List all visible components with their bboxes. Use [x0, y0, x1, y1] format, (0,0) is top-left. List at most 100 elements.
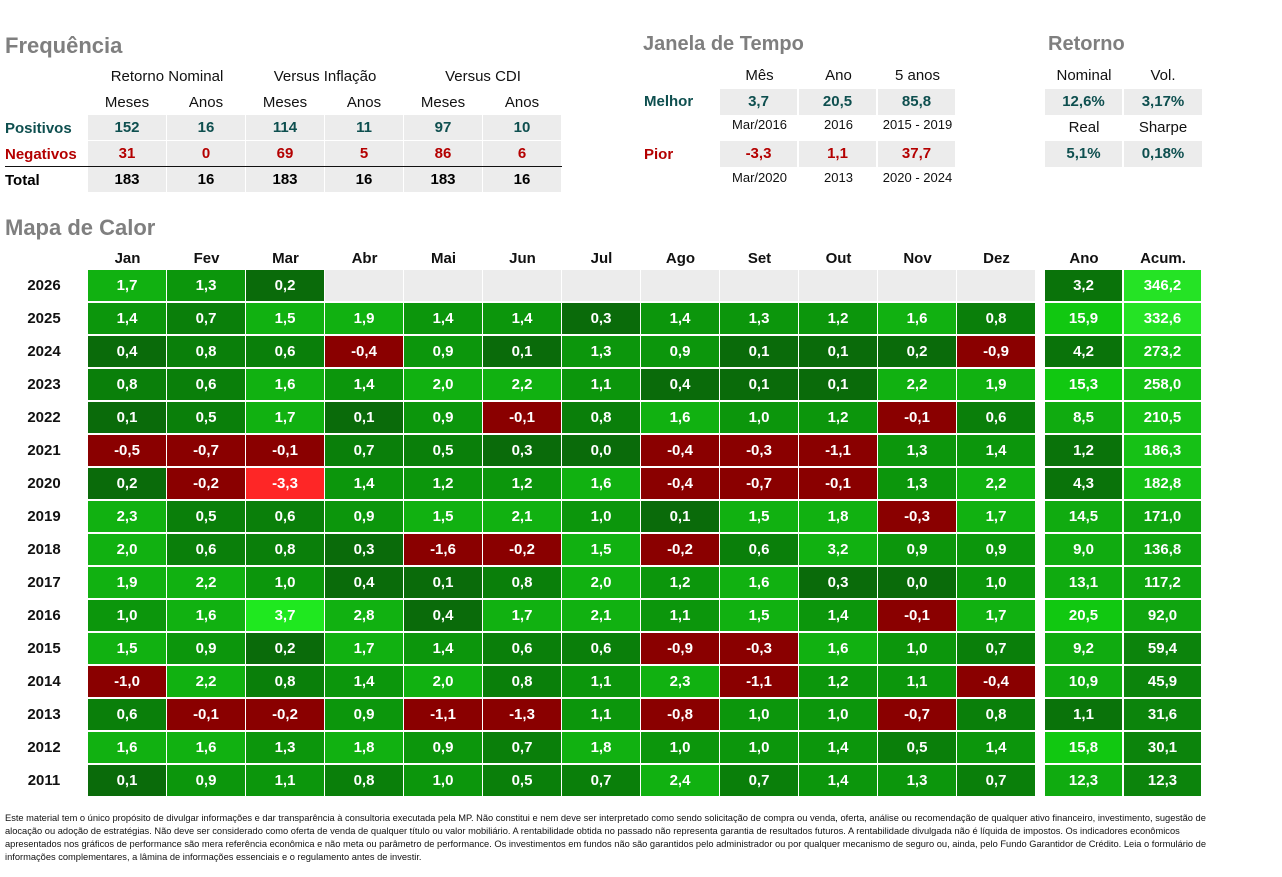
heatmap-cell: 1,0	[641, 732, 720, 763]
heatmap-cell: 0,4	[404, 600, 483, 631]
acum-cell: 186,3	[1124, 435, 1202, 466]
year-label: 2017	[27, 574, 61, 591]
heatmap-cell: 1,7	[957, 600, 1036, 631]
ano-cell: 4,3	[1045, 468, 1123, 499]
acum-cell: 59,4	[1124, 633, 1202, 664]
heatmap-cell: 0,8	[957, 699, 1036, 730]
heatmap-cell: 1,4	[325, 666, 404, 697]
month-header: Jan	[114, 250, 141, 267]
heatmap-cell: 0,7	[720, 765, 799, 796]
heatmap-cell: 0,3	[562, 303, 641, 334]
acum-cell: 210,5	[1124, 402, 1202, 433]
freq-cell: 183	[88, 167, 166, 192]
heatmap-cell: 1,6	[167, 600, 246, 631]
freq-cell: 16	[483, 167, 561, 192]
heatmap-cell: 0,7	[562, 765, 641, 796]
acum-header: Acum.	[1140, 250, 1186, 267]
heatmap-cell: 1,0	[720, 699, 799, 730]
heatmap-cell: 0,3	[799, 567, 878, 598]
month-header: Jun	[509, 250, 536, 267]
melhor-period: Mar/2016	[732, 117, 787, 132]
melhor-label: Melhor	[644, 93, 694, 110]
heatmap-title: Mapa de Calor	[5, 215, 156, 240]
heatmap-cell: 0,0	[878, 567, 957, 598]
heatmap-cell: 3,2	[799, 534, 878, 565]
ano-cell: 9,0	[1045, 534, 1123, 565]
freq-cell: 152	[88, 115, 166, 140]
heatmap-cell: 2,0	[88, 534, 167, 565]
heatmap-cell: 0,8	[246, 534, 325, 565]
heatmap-cell: 0,7	[957, 765, 1036, 796]
heatmap-cell: 0,3	[325, 534, 404, 565]
janela-header: Mês	[745, 67, 774, 84]
heatmap-cell: 1,7	[957, 501, 1036, 532]
heatmap-cell: 0,6	[246, 336, 325, 367]
heatmap-cell: 1,7	[325, 633, 404, 664]
heatmap-cell: -0,3	[720, 633, 799, 664]
heatmap-cell-empty	[325, 270, 404, 301]
heatmap-cell: 0,9	[325, 501, 404, 532]
acum-cell: 117,2	[1124, 567, 1202, 598]
year-label: 2021	[27, 442, 61, 459]
heatmap-cell: 1,3	[878, 468, 957, 499]
ano-cell: 9,2	[1045, 633, 1123, 664]
acum-cell: 182,8	[1124, 468, 1202, 499]
heatmap-cell: 2,8	[325, 600, 404, 631]
heatmap-cell: 0,2	[246, 270, 325, 301]
heatmap-cell: 0,8	[88, 369, 167, 400]
heatmap-cell: 1,6	[246, 369, 325, 400]
freq-cell: 69	[246, 141, 324, 166]
heatmap-cell: 1,0	[404, 765, 483, 796]
heatmap-cell-empty	[957, 270, 1036, 301]
heatmap-cell: 1,5	[88, 633, 167, 664]
vol-label: Vol.	[1150, 67, 1176, 84]
heatmap-cell: 0,5	[483, 765, 562, 796]
ano-cell: 20,5	[1045, 600, 1123, 631]
freq-cell: 16	[325, 167, 403, 192]
heatmap-cell: -0,2	[246, 699, 325, 730]
ano-cell: 4,2	[1045, 336, 1123, 367]
heatmap-cell: 0,1	[325, 402, 404, 433]
ano-cell: 1,1	[1045, 699, 1123, 730]
heatmap-header: Jan Fev Mar Abr Mai Jun Jul Ago Set Out Nov Dez Ano A…	[0, 247, 1282, 271]
melhor-period: 2016	[824, 117, 853, 132]
acum-cell: 273,2	[1124, 336, 1202, 367]
heatmap-cell: 1,0	[720, 402, 799, 433]
heatmap-cell: 1,4	[957, 435, 1036, 466]
heatmap-cell: 0,8	[483, 666, 562, 697]
heatmap-cell: -1,3	[483, 699, 562, 730]
heatmap-cell: 1,6	[878, 303, 957, 334]
heatmap-cell: 0,5	[878, 732, 957, 763]
janela-header: 5 anos	[894, 67, 941, 84]
nominal-value: 12,6%	[1045, 89, 1122, 115]
month-header: Out	[825, 250, 852, 267]
heatmap-cell: 1,6	[562, 468, 641, 499]
heatmap-cell: 3,7	[246, 600, 325, 631]
freq-cell: 114	[246, 115, 324, 140]
heatmap-cell: -0,2	[483, 534, 562, 565]
heatmap-cell: 0,1	[799, 369, 878, 400]
ano-cell: 15,8	[1045, 732, 1123, 763]
heatmap-cell: 0,6	[957, 402, 1036, 433]
heatmap-cell: 1,3	[878, 435, 957, 466]
heatmap-cell: 1,3	[720, 303, 799, 334]
year-label: 2022	[27, 409, 61, 426]
heatmap-cell: -0,4	[641, 435, 720, 466]
heatmap-cell: 1,6	[88, 732, 167, 763]
sub-header: Anos	[504, 94, 540, 111]
heatmap-cell: -0,9	[641, 633, 720, 664]
heatmap-cell: 1,1	[562, 666, 641, 697]
freq-cell: 16	[167, 167, 245, 192]
frequencia-title: Frequência	[5, 33, 123, 58]
heatmap-cell: 1,5	[720, 600, 799, 631]
month-header: Set	[747, 250, 772, 267]
heatmap-cell: 0,6	[562, 633, 641, 664]
heatmap-cell: -0,7	[167, 435, 246, 466]
heatmap-cell: 1,0	[957, 567, 1036, 598]
sub-header: Anos	[346, 94, 382, 111]
heatmap-cell: 1,5	[404, 501, 483, 532]
heatmap-cell: 1,5	[720, 501, 799, 532]
acum-cell: 92,0	[1124, 600, 1202, 631]
heatmap-cell-empty	[641, 270, 720, 301]
heatmap-cell-empty	[878, 270, 957, 301]
